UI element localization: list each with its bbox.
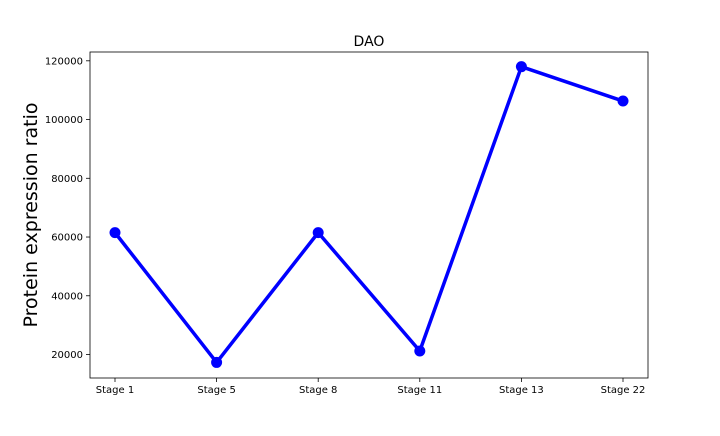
x-tick-label: Stage 11: [397, 385, 442, 396]
x-tick-label: Stage 13: [499, 385, 544, 396]
plot-frame: [89, 51, 649, 379]
chart-title: DAO: [354, 34, 385, 50]
data-point: [515, 61, 527, 73]
x-axis-ticks: Stage 1 Stage 5 Stage 8 Stage 11 Stage 13 Sta…: [96, 378, 646, 396]
y-axis-ticks: 20000 40000 60000 80000 100000 120000: [45, 56, 90, 361]
x-tick-label: Stage 8: [299, 385, 337, 396]
data-point: [211, 356, 223, 368]
x-tick-label: Stage 1: [96, 385, 134, 396]
y-tick-label: 120000: [45, 56, 83, 67]
data-point: [312, 227, 324, 239]
series-group: [109, 61, 629, 368]
data-point: [414, 345, 426, 357]
y-tick-label: 40000: [51, 291, 83, 302]
x-tick-label: Stage 22: [601, 385, 646, 396]
y-tick-label: 100000: [45, 115, 83, 126]
data-point: [109, 227, 121, 239]
y-tick-label: 20000: [51, 350, 83, 361]
x-tick-label: Stage 5: [197, 385, 235, 396]
series-line: [113, 64, 625, 365]
y-axis-label: Protein expression ratio: [20, 103, 42, 328]
y-tick-label: 80000: [51, 174, 83, 185]
data-point: [617, 95, 629, 107]
y-tick-label: 60000: [51, 233, 83, 244]
